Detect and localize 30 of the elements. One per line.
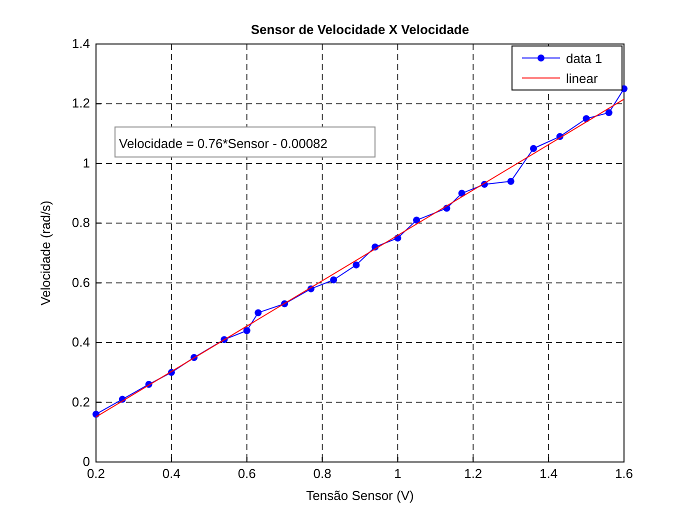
y-tick-label: 1.2 bbox=[72, 96, 90, 111]
legend-label: linear bbox=[566, 71, 598, 86]
point bbox=[530, 145, 537, 152]
annotation: Velocidade = 0.76*Sensor - 0.00082 bbox=[119, 136, 328, 151]
x-tick-label: 0.6 bbox=[238, 466, 256, 481]
legend-label: data 1 bbox=[566, 51, 602, 66]
x-tick-label: 1.4 bbox=[540, 466, 558, 481]
x-tick-label: 1.2 bbox=[464, 466, 482, 481]
y-tick-label: 0.2 bbox=[72, 394, 90, 410]
text-box: Velocidade = 0.76*Sensor - 0.00082 bbox=[114, 126, 376, 158]
point bbox=[605, 109, 612, 116]
y-tick-label: 0.8 bbox=[72, 215, 90, 230]
x-tick-label: 0.8 bbox=[313, 466, 332, 481]
x-tick-label: 1.6 bbox=[614, 466, 634, 481]
y-axis-title: Velocidade (rad/s) bbox=[38, 200, 53, 306]
x-tick-label: 1 bbox=[394, 466, 402, 481]
chart-title: Sensor de Velocidade X Velocidade bbox=[250, 22, 470, 37]
y-tick-label: 0.4 bbox=[72, 334, 90, 350]
point bbox=[330, 276, 338, 284]
y-tick-label: 0.6 bbox=[72, 274, 90, 290]
x-axis-title: Tensão Sensor (V) bbox=[306, 488, 414, 503]
x-tick-label: 0.4 bbox=[162, 466, 180, 481]
point bbox=[507, 178, 514, 185]
y-tick-label: 1 bbox=[82, 155, 90, 170]
point bbox=[243, 327, 250, 334]
point bbox=[352, 261, 360, 268]
point bbox=[254, 309, 262, 316]
y-tick-label: 1.4 bbox=[72, 36, 90, 51]
point bbox=[413, 216, 420, 224]
y-tick-label: 0 bbox=[82, 454, 90, 469]
